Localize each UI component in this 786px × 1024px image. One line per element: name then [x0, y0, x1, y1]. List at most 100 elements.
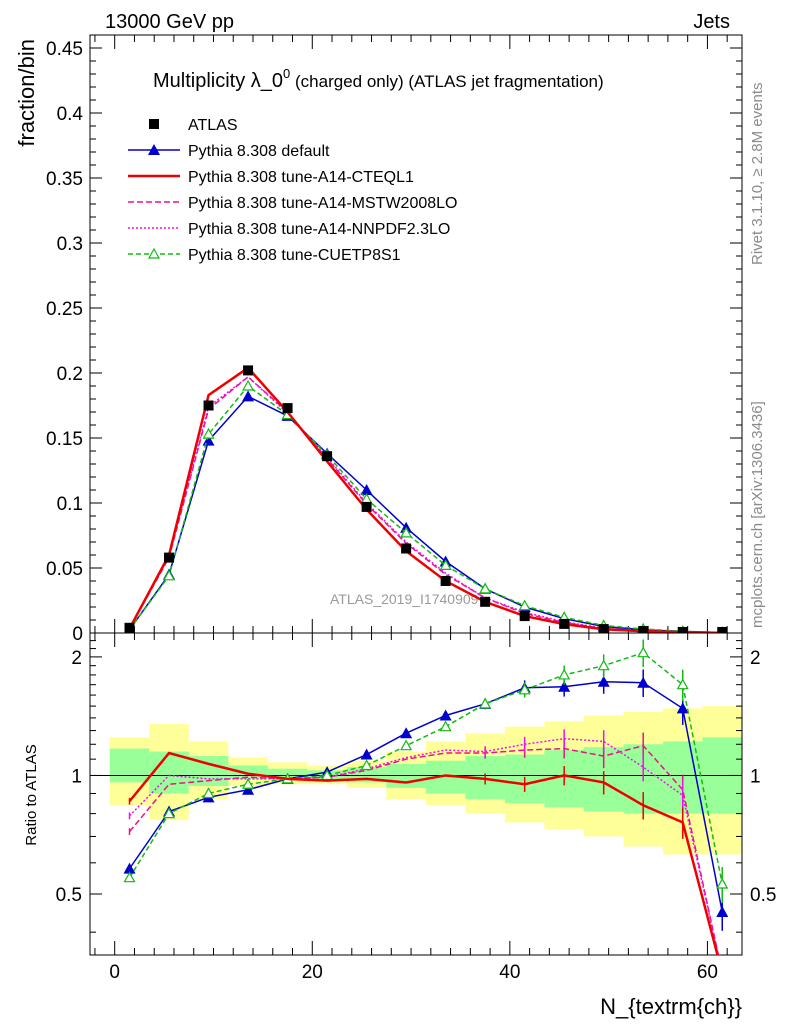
header-left: 13000 GeV pp — [105, 11, 234, 33]
legend: ATLAS Pythia 8.308 default Pythia 8.308 tu… — [128, 117, 457, 264]
series-1-ratio-point — [716, 906, 729, 918]
uncertainty-bands — [109, 706, 742, 855]
series-5-point — [202, 427, 215, 439]
ratio-frame — [89, 632, 743, 956]
legend-label: Pythia 8.308 tune-CUETP8S1 — [188, 247, 401, 264]
series-5-point — [479, 582, 492, 594]
legend-entry-2: Pythia 8.308 tune-A14-CTEQL1 — [128, 169, 414, 186]
series-4-line — [128, 375, 723, 633]
legend-marker — [149, 119, 159, 129]
title-rest: (charged only) (ATLAS jet fragmentation) — [290, 72, 603, 91]
x-tick-label: 20 — [302, 962, 323, 983]
title-main: Multiplicity λ_0 — [153, 70, 283, 92]
series-1-point — [360, 484, 373, 495]
series-0-point — [124, 622, 135, 633]
series-0-point — [440, 576, 451, 586]
y-tick-label: 0.4 — [57, 104, 84, 125]
series-5-point — [439, 559, 452, 571]
ratio-axis-label: Ratio to ATLAS — [23, 744, 40, 845]
series-5-ratio-point — [400, 739, 413, 751]
series-1-ratio-point — [597, 675, 610, 687]
series-0-point — [361, 501, 372, 512]
series-5-ratio-point — [637, 646, 650, 658]
x-tick-label: 0 — [109, 962, 120, 983]
series-4-ratio-line — [128, 737, 720, 955]
series-0-point — [717, 626, 728, 633]
series-2-ratio — [128, 751, 719, 955]
legend-entry-4: Pythia 8.308 tune-A14-NNPDF2.3LO — [128, 221, 450, 238]
series-0-point — [164, 552, 175, 563]
series-5-ratio-point — [242, 777, 255, 789]
ratio-tick-label: 0.5 — [56, 885, 82, 906]
legend-entry-5: Pythia 8.308 tune-CUETP8S1 — [128, 247, 401, 264]
series-1-ratio-point — [439, 709, 452, 721]
series-5-point — [163, 569, 176, 581]
legend-label: ATLAS — [188, 117, 238, 134]
series-2-main — [128, 366, 723, 633]
mcplots-label: mcplots.cern.ch [arXiv:1306.3436] — [749, 401, 766, 628]
series-1-ratio-point — [676, 702, 689, 714]
series-0-point — [519, 611, 530, 622]
series-0-point — [401, 543, 412, 554]
rivet-label: Rivet 3.1.10, ≥ 2.8M events — [749, 83, 766, 266]
ratio-tick-label-right: 1 — [750, 766, 761, 787]
legend-entry-3: Pythia 8.308 tune-A14-MSTW2008LO — [128, 195, 457, 212]
series-2-ratio-line — [128, 751, 719, 955]
series-0-point — [677, 626, 688, 633]
legend-marker — [148, 144, 160, 155]
series-5-ratio-point — [597, 659, 610, 671]
legend-label: Pythia 8.308 tune-A14-MSTW2008LO — [188, 195, 457, 212]
title-sup: 0 — [283, 66, 290, 81]
header-right: Jets — [693, 11, 730, 33]
series-1-ratio-point — [242, 783, 255, 795]
series-1-ratio-point — [123, 862, 136, 874]
legend-label: Pythia 8.308 tune-A14-CTEQL1 — [188, 169, 414, 186]
series-1-ratio-point — [558, 680, 571, 692]
y-tick-label: 0.45 — [46, 39, 83, 60]
series-5-ratio-point — [360, 759, 373, 771]
series-4-main — [128, 375, 723, 633]
series-1-ratio-line — [128, 680, 723, 913]
chart-title: Multiplicity λ_00 (charged only) (ATLAS … — [153, 66, 604, 92]
x-tick-label: 60 — [697, 962, 718, 983]
band-inner — [228, 765, 268, 779]
series-4-ratio — [128, 729, 720, 955]
series-1-ratio-point — [360, 748, 373, 760]
series-5-point — [518, 599, 531, 611]
x-axis-label: N_{textrm{ch}} — [600, 994, 742, 1019]
watermark: ATLAS_2019_I1740909 — [330, 591, 479, 607]
series-0-main — [124, 365, 728, 633]
series-5-ratio-point — [439, 720, 452, 732]
series-0-point — [638, 626, 649, 633]
series-2-line — [128, 366, 723, 633]
series-0-point — [243, 365, 254, 376]
series-0-point — [203, 400, 214, 411]
series-0-point — [480, 596, 491, 607]
ratio-tick-label-right: 0.5 — [750, 885, 776, 906]
series-5-ratio-point — [202, 787, 215, 799]
y-tick-label: 0.15 — [46, 429, 83, 450]
ratio-tick-label: 1 — [71, 766, 82, 787]
y-tick-label: 0 — [72, 624, 83, 645]
series-1-ratio-point — [637, 676, 650, 688]
band-inner — [109, 748, 150, 783]
series-3-ratio-line — [128, 744, 720, 955]
y-tick-label: 0.3 — [57, 234, 83, 255]
legend-entry-1: Pythia 8.308 default — [128, 143, 330, 160]
y-tick-label: 0.2 — [57, 364, 83, 385]
ratio-tick-label-right: 2 — [750, 648, 761, 669]
series-5-point — [242, 379, 255, 391]
series-5-ratio-point — [716, 877, 729, 889]
series-0-point — [322, 451, 333, 462]
ratio-panel: 0 20 40 60 0.5 0.5 1 1 2 2 — [56, 632, 776, 983]
y-tick-label: 0.25 — [46, 299, 83, 320]
series-5-ratio-point — [123, 871, 136, 883]
series-5-ratio-point — [558, 668, 571, 680]
series-0-point — [598, 624, 609, 633]
series-5-ratio-point — [163, 807, 176, 819]
y-axis-label: fraction/bin — [14, 39, 39, 147]
series-5-ratio-line — [128, 651, 723, 885]
series-3-line — [128, 375, 723, 633]
series-1-ratio-point — [400, 727, 413, 739]
